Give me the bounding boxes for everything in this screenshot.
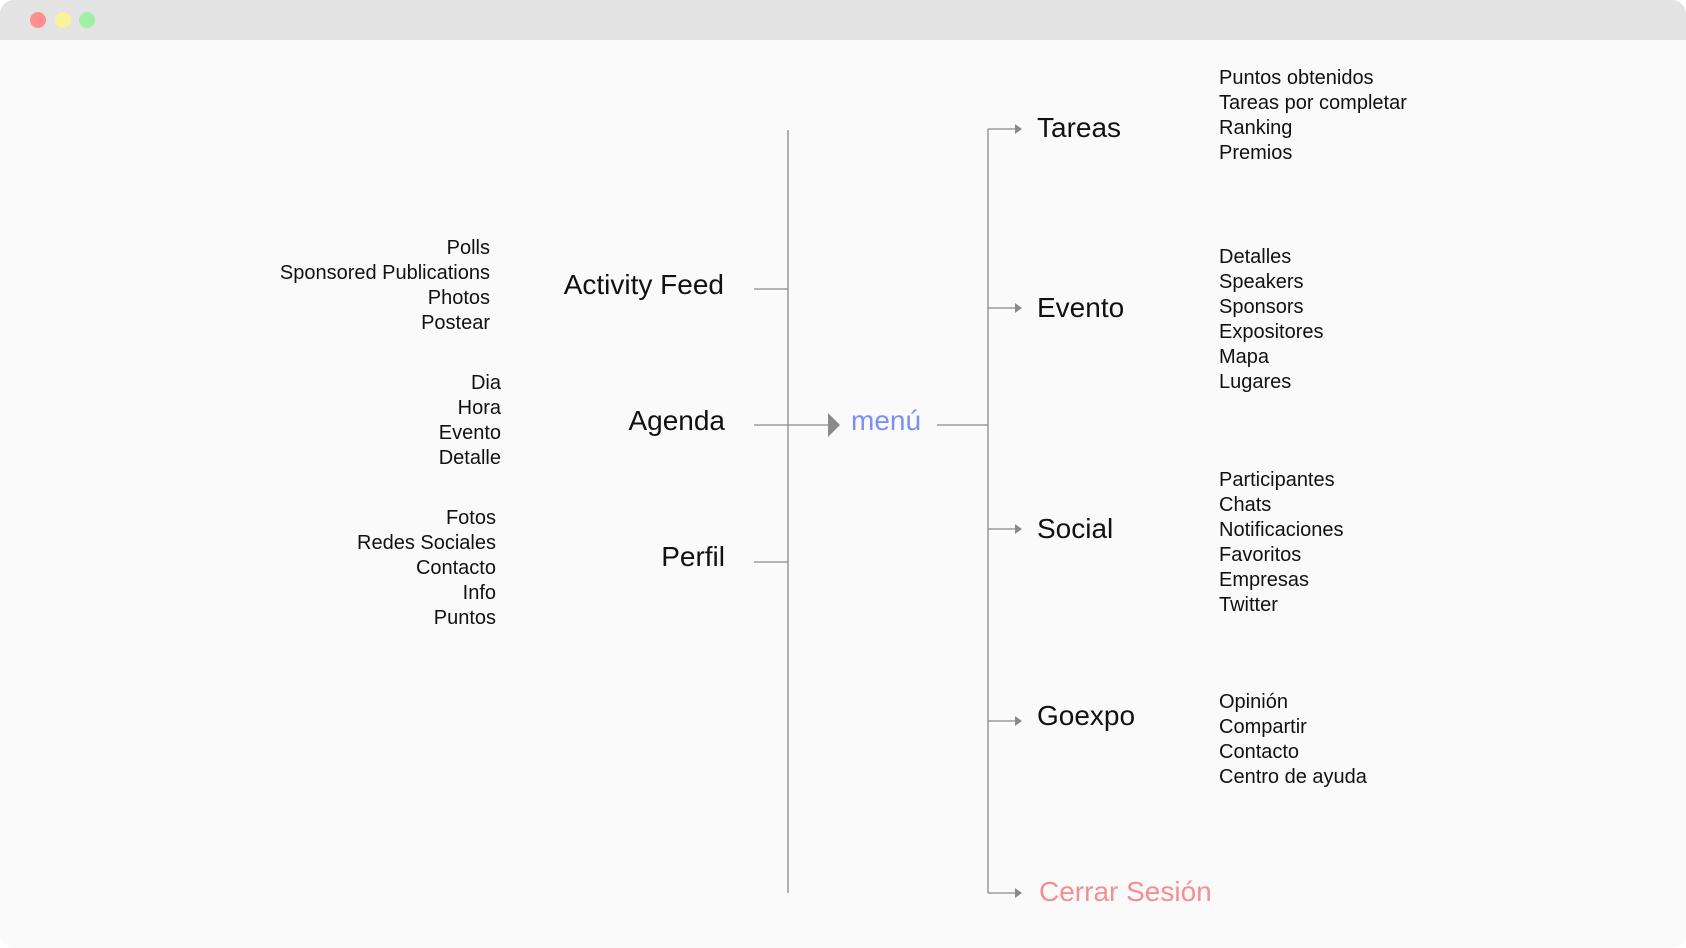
list-item[interactable]: Dia <box>470 372 501 394</box>
tareas-node[interactable]: Tareas <box>1037 112 1122 143</box>
maximize-window-button[interactable] <box>79 12 95 28</box>
goexpo-items: Opinión Compartir Contacto Centro de ayu… <box>1219 690 1367 790</box>
list-item[interactable]: Expositores <box>1219 321 1324 343</box>
list-item[interactable]: Sponsored Publications <box>279 262 490 284</box>
list-item[interactable]: Premios <box>1219 142 1293 164</box>
list-item[interactable]: Photos <box>427 287 490 309</box>
list-item[interactable]: Twitter <box>1219 594 1278 616</box>
menu-arrow-icon <box>828 413 840 437</box>
social-node[interactable]: Social <box>1037 513 1114 544</box>
logout-arrow-icon <box>1015 888 1022 898</box>
list-item[interactable]: Detalle <box>438 447 501 469</box>
list-item[interactable]: Postear <box>421 312 490 334</box>
list-item[interactable]: Notificaciones <box>1219 519 1344 541</box>
agenda-items: Dia Hora Evento Detalle <box>439 371 501 471</box>
list-item[interactable]: Puntos <box>433 607 496 629</box>
list-item[interactable]: Fotos <box>445 507 496 529</box>
evento-items: Detalles Speakers Sponsors Expositores M… <box>1219 245 1324 395</box>
list-item[interactable]: Polls <box>446 237 490 259</box>
list-item[interactable]: Compartir <box>1219 716 1307 738</box>
list-item[interactable]: Puntos obtenidos <box>1219 67 1374 89</box>
evento-node[interactable]: Evento <box>1037 292 1125 323</box>
list-item[interactable]: Mapa <box>1219 346 1270 368</box>
list-item[interactable]: Evento <box>438 422 501 444</box>
goexpo-arrow-icon <box>1015 716 1022 726</box>
list-item[interactable]: Info <box>462 582 496 604</box>
list-item[interactable]: Contacto <box>415 557 496 579</box>
list-item[interactable]: Hora <box>457 397 501 419</box>
list-item[interactable]: Participantes <box>1219 469 1335 491</box>
perfil-node[interactable]: Perfil <box>661 541 725 572</box>
menu-node[interactable]: menú <box>851 405 922 436</box>
evento-arrow-icon <box>1015 303 1022 313</box>
list-item[interactable]: Detalles <box>1219 246 1292 268</box>
list-item[interactable]: Empresas <box>1219 569 1310 591</box>
list-item[interactable]: Ranking <box>1219 117 1293 139</box>
list-item[interactable]: Speakers <box>1219 271 1304 293</box>
list-item[interactable]: Sponsors <box>1219 296 1304 318</box>
minimize-window-button[interactable] <box>55 12 71 28</box>
tareas-arrow-icon <box>1015 124 1022 134</box>
social-arrow-icon <box>1015 524 1022 534</box>
agenda-node[interactable]: Agenda <box>628 405 725 436</box>
list-item[interactable]: Centro de ayuda <box>1219 766 1367 788</box>
activity-feed-node[interactable]: Activity Feed <box>563 269 724 300</box>
activity-feed-items: Polls Sponsored Publications Photos Post… <box>280 236 490 336</box>
tareas-items: Puntos obtenidos Tareas por completar Ra… <box>1219 66 1407 166</box>
list-item[interactable]: Opinión <box>1219 691 1288 713</box>
title-bar <box>0 0 1686 40</box>
logout-node[interactable]: Cerrar Sesión <box>1039 876 1212 907</box>
list-item[interactable]: Favoritos <box>1219 544 1302 566</box>
list-item[interactable]: Tareas por completar <box>1219 92 1407 114</box>
list-item[interactable]: Chats <box>1219 494 1272 516</box>
social-items: Participantes Chats Notificaciones Favor… <box>1219 468 1344 618</box>
list-item[interactable]: Lugares <box>1219 371 1292 393</box>
perfil-items: Fotos Redes Sociales Contacto Info Punto… <box>357 506 496 631</box>
list-item[interactable]: Redes Sociales <box>357 532 496 554</box>
list-item[interactable]: Contacto <box>1219 741 1300 763</box>
goexpo-node[interactable]: Goexpo <box>1037 700 1136 731</box>
close-window-button[interactable] <box>30 12 46 28</box>
